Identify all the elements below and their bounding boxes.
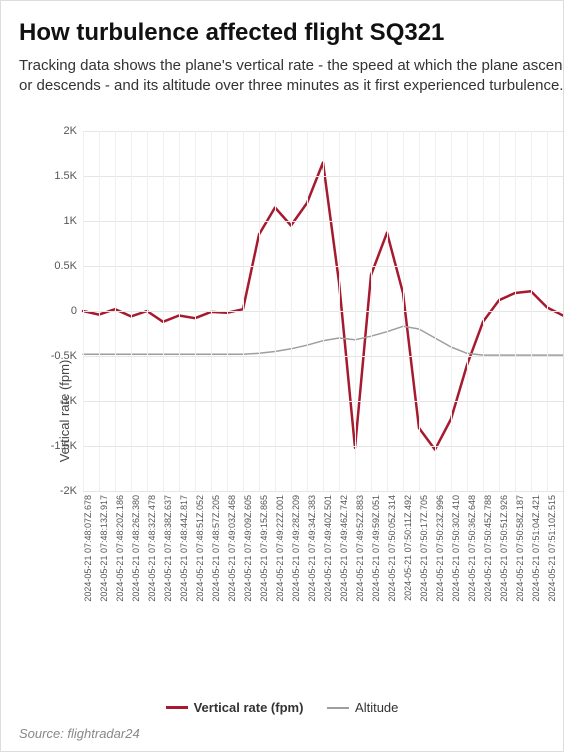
y-tick-label: -2K <box>60 485 83 497</box>
chart-card: How turbulence affected flight SQ321 Tra… <box>0 0 564 752</box>
grid-vline <box>531 131 532 491</box>
grid-vline <box>163 131 164 491</box>
y-tick-label: -1.5K <box>51 440 83 452</box>
x-tick-label: 2024-05-21 07:50:11Z.492 <box>403 495 413 601</box>
x-tick-label: 2024-05-21 07:48:20Z.186 <box>115 495 125 602</box>
grid-vline <box>147 131 148 491</box>
x-tick-label: 2024-05-21 07:51:10Z.515 <box>547 495 557 602</box>
x-tick-label: 2024-05-21 07:48:38Z.637 <box>163 495 173 602</box>
x-tick-label: 2024-05-21 07:48:07Z.678 <box>83 495 93 602</box>
x-tick-label: 2024-05-21 07:48:51Z.052 <box>195 495 205 602</box>
grid-vline <box>275 131 276 491</box>
grid-vline <box>467 131 468 491</box>
grid-vline <box>323 131 324 491</box>
x-tick-label: 2024-05-21 07:48:32Z.478 <box>147 495 157 602</box>
x-tick-label: 2024-05-21 07:50:58Z.187 <box>515 495 525 602</box>
x-tick-label: 2024-05-21 07:50:45Z.788 <box>483 495 493 602</box>
x-tick-label: 2024-05-21 07:49:46Z.742 <box>339 495 349 602</box>
grid-vline <box>547 131 548 491</box>
x-tick-label: 2024-05-21 07:49:40Z.501 <box>323 495 333 602</box>
grid-vline <box>339 131 340 491</box>
x-tick-label: 2024-05-21 07:49:15Z.865 <box>259 495 269 602</box>
x-axis-ticks: 2024-05-21 07:48:07Z.678 2024-05-21 07:48… <box>83 491 563 661</box>
grid-vline <box>355 131 356 491</box>
x-tick-label: 2024-05-21 07:50:05Z.314 <box>387 495 397 602</box>
chart-title: How turbulence affected flight SQ321 <box>19 19 563 48</box>
grid-vline <box>195 131 196 491</box>
x-tick-label: 2024-05-21 07:49:52Z.883 <box>355 495 365 602</box>
grid-vline <box>227 131 228 491</box>
grid-vline <box>83 131 84 491</box>
x-tick-label: 2024-05-21 07:48:26Z.380 <box>131 495 141 602</box>
x-tick-label: 2024-05-21 07:50:17Z.705 <box>419 495 429 602</box>
legend-label: Altitude <box>355 700 398 715</box>
grid-vline <box>211 131 212 491</box>
y-tick-label: 0.5K <box>54 260 83 272</box>
grid-vline <box>483 131 484 491</box>
legend-item-vertical-rate: Vertical rate (fpm) <box>166 700 304 715</box>
y-tick-label: 1K <box>64 215 83 227</box>
x-tick-label: 2024-05-21 07:49:09Z.605 <box>243 495 253 602</box>
grid-vline <box>451 131 452 491</box>
grid-vline <box>115 131 116 491</box>
source-text: Source: flightradar24 <box>19 726 140 741</box>
legend-swatch-icon <box>166 706 188 709</box>
x-tick-label: 2024-05-21 07:50:23Z.996 <box>435 495 445 602</box>
x-tick-label: 2024-05-21 07:50:36Z.648 <box>467 495 477 602</box>
chart-subtitle-line2: or descends - and its altitude over thre… <box>19 76 563 96</box>
legend-label: Vertical rate (fpm) <box>194 700 304 715</box>
grid-vline <box>131 131 132 491</box>
grid-vline <box>243 131 244 491</box>
grid-vline <box>307 131 308 491</box>
grid-vline <box>419 131 420 491</box>
grid-vline <box>259 131 260 491</box>
legend: Vertical rate (fpm) Altitude <box>1 697 563 716</box>
grid-vline <box>403 131 404 491</box>
y-tick-label: -0.5K <box>51 350 83 362</box>
x-tick-label: 2024-05-21 07:49:34Z.383 <box>307 495 317 602</box>
x-tick-label: 2024-05-21 07:50:30Z.410 <box>451 495 461 602</box>
x-tick-label: 2024-05-21 07:50:51Z.926 <box>499 495 509 602</box>
grid-vline <box>99 131 100 491</box>
x-tick-label: 2024-05-21 07:48:57Z.205 <box>211 495 221 602</box>
y-tick-label: 1.5K <box>54 170 83 182</box>
y-tick-label: -1K <box>60 395 83 407</box>
y-tick-label: 0 <box>71 305 83 317</box>
grid-vline <box>515 131 516 491</box>
grid-vline <box>179 131 180 491</box>
x-tick-label: 2024-05-21 07:49:59Z.051 <box>371 495 381 602</box>
x-tick-label: 2024-05-21 07:51:04Z.421 <box>531 495 541 602</box>
legend-swatch-icon <box>327 707 349 709</box>
legend-item-altitude: Altitude <box>327 700 398 715</box>
grid-vline <box>435 131 436 491</box>
grid-vline <box>499 131 500 491</box>
x-tick-label: 2024-05-21 07:48:13Z.917 <box>99 495 109 602</box>
chart-subtitle-line1: Tracking data shows the plane's vertical… <box>19 56 563 76</box>
grid-vline <box>387 131 388 491</box>
grid-vline <box>291 131 292 491</box>
x-tick-label: 2024-05-21 07:49:28Z.209 <box>291 495 301 602</box>
x-tick-label: 2024-05-21 07:49:22Z.001 <box>275 495 285 602</box>
x-tick-label: 2024-05-21 07:48:44Z.817 <box>179 495 189 602</box>
plot-region: -2K-1.5K-1K-0.5K00.5K1K1.5K2K <box>83 131 563 491</box>
grid-vline <box>371 131 372 491</box>
x-tick-label: 2024-05-21 07:49:03Z.468 <box>227 495 237 602</box>
chart-area: Vertical rate (fpm) -2K-1.5K-1K-0.5K00.5… <box>19 131 563 691</box>
y-tick-label: 2K <box>64 125 83 137</box>
header: How turbulence affected flight SQ321 Tra… <box>1 1 563 96</box>
